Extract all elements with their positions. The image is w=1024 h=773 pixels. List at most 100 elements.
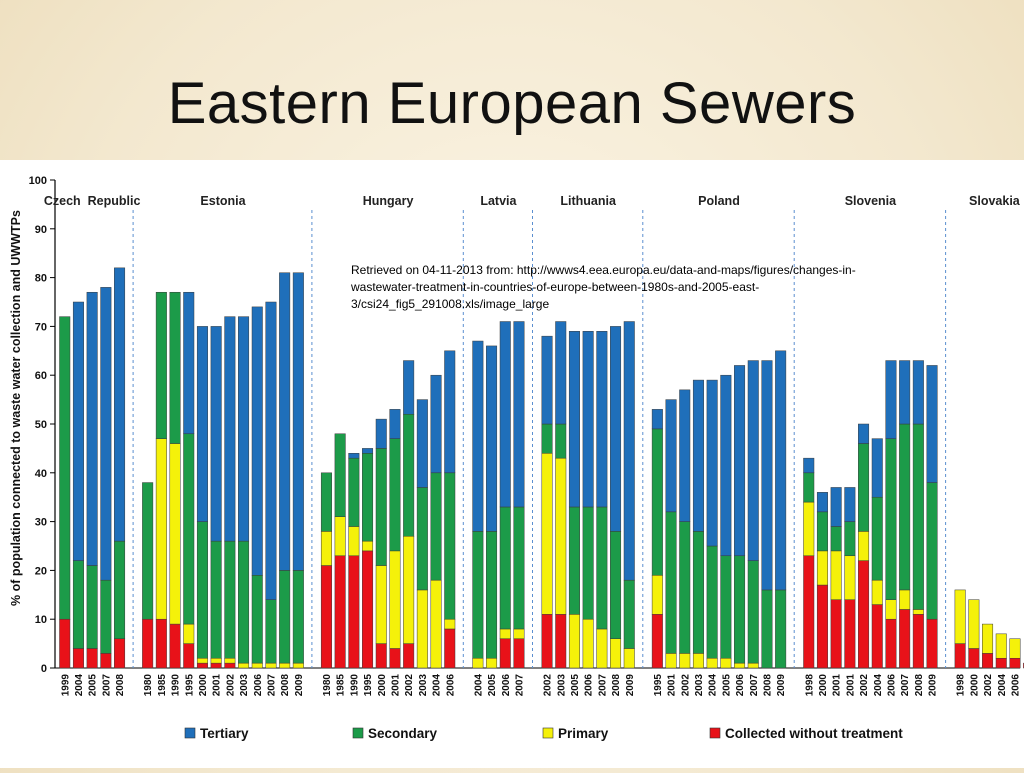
bars <box>60 268 1024 668</box>
bar-segment-secondary <box>693 531 704 653</box>
year-label: 2004 <box>708 674 719 697</box>
year-label: 2003 <box>239 674 250 697</box>
bar-segment-untreated <box>225 663 236 668</box>
bar-segment-secondary <box>156 292 167 438</box>
year-label: 2008 <box>611 674 622 697</box>
bar-segment-tertiary <box>101 287 112 580</box>
bar-segment-secondary <box>362 453 373 541</box>
bar-segment-secondary <box>211 541 222 658</box>
bar-segment-tertiary <box>734 365 745 555</box>
bar-segment-primary <box>886 600 897 620</box>
bar-segment-secondary <box>913 424 924 609</box>
bar-segment-secondary <box>60 317 71 620</box>
bar-segment-primary <box>225 658 236 663</box>
bar-segment-primary <box>597 629 608 668</box>
country-label: Slovenia <box>845 194 897 208</box>
bar-segment-tertiary <box>486 346 497 531</box>
y-tick-label: 50 <box>35 419 47 431</box>
source-note: Retrieved on 04-11-2013 from: http://www… <box>351 262 911 313</box>
bar-segment-primary <box>211 658 222 663</box>
bar-segment-tertiary <box>913 361 924 424</box>
year-label: 1980 <box>143 674 154 697</box>
year-label: 2004 <box>873 674 884 697</box>
bar-segment-secondary <box>569 507 580 614</box>
bar-segment-primary <box>417 590 428 668</box>
bar-segment-tertiary <box>473 341 484 531</box>
bar-segment-untreated <box>114 639 125 668</box>
bar-segment-secondary <box>872 497 883 580</box>
year-label: 2006 <box>584 674 595 697</box>
year-label: 2000 <box>198 674 209 697</box>
bar-segment-primary <box>955 590 966 644</box>
bar-segment-secondary <box>279 570 290 663</box>
bar-segment-tertiary <box>266 302 277 600</box>
y-tick-label: 40 <box>35 468 47 480</box>
bar-segment-primary <box>858 531 869 560</box>
bar-segment-primary <box>542 453 553 614</box>
bar-segment-tertiary <box>569 331 580 507</box>
bar-segment-untreated <box>390 648 401 668</box>
bar-segment-primary <box>279 663 290 668</box>
year-label: 2005 <box>721 674 732 697</box>
bar-segment-secondary <box>335 434 346 517</box>
year-label: 2009 <box>776 674 787 697</box>
bar-segment-tertiary <box>624 322 635 581</box>
bar-segment-tertiary <box>376 419 387 448</box>
bar-segment-tertiary <box>775 351 786 590</box>
bar-segment-untreated <box>156 619 167 668</box>
bar-segment-secondary <box>73 561 84 649</box>
year-label: 1990 <box>171 674 182 697</box>
bar-segment-tertiary <box>666 400 677 512</box>
bar-segment-untreated <box>321 566 332 668</box>
bar-segment-primary <box>652 575 663 614</box>
y-tick-label: 70 <box>35 321 47 333</box>
year-label: 1985 <box>157 674 168 697</box>
bar-segment-primary <box>583 619 594 668</box>
bar-segment-untreated <box>101 653 112 668</box>
bar-segment-secondary <box>349 458 360 526</box>
bar-segment-untreated <box>913 614 924 668</box>
year-label: 2000 <box>969 674 980 697</box>
bar-segment-secondary <box>114 541 125 639</box>
bar-segment-primary <box>445 619 456 629</box>
bar-segment-untreated <box>858 561 869 668</box>
year-label: 2005 <box>88 674 99 697</box>
bar-segment-tertiary <box>293 273 304 571</box>
bar-segment-untreated <box>817 585 828 668</box>
bar-segment-secondary <box>597 507 608 629</box>
bar-segment-secondary <box>583 507 594 619</box>
bar-segment-primary <box>845 556 856 600</box>
bar-segment-untreated <box>955 644 966 668</box>
bar-segment-tertiary <box>225 317 236 541</box>
bar-segment-tertiary <box>583 331 594 507</box>
y-tick-label: 30 <box>35 517 47 529</box>
year-label: 2007 <box>266 674 277 697</box>
year-label: 2008 <box>914 674 925 697</box>
bar-segment-untreated <box>514 639 525 668</box>
bar-segment-primary <box>431 580 442 668</box>
bar-segment-tertiary <box>417 400 428 488</box>
bar-segment-primary <box>734 663 745 668</box>
bar-segment-untreated <box>927 619 938 668</box>
year-label: 2009 <box>928 674 939 697</box>
bar-segment-secondary <box>514 507 525 629</box>
bar-segment-tertiary <box>872 439 883 498</box>
bar-segment-untreated <box>197 663 208 668</box>
year-label: 2006 <box>253 674 264 697</box>
bar-segment-secondary <box>680 522 691 654</box>
bar-segment-secondary <box>858 444 869 532</box>
bar-segment-tertiary <box>845 487 856 521</box>
bar-segment-secondary <box>473 531 484 658</box>
bar-segment-secondary <box>804 473 815 502</box>
year-label: 2002 <box>543 674 554 697</box>
bar-segment-secondary <box>652 429 663 575</box>
bar-segment-secondary <box>417 487 428 589</box>
bar-segment-primary <box>913 609 924 614</box>
bar-segment-secondary <box>252 575 263 663</box>
bar-segment-untreated <box>899 609 910 668</box>
bar-segment-untreated <box>211 663 222 668</box>
chart-panel: % of population connected to waste water… <box>0 160 1024 768</box>
bar-segment-tertiary <box>886 361 897 439</box>
